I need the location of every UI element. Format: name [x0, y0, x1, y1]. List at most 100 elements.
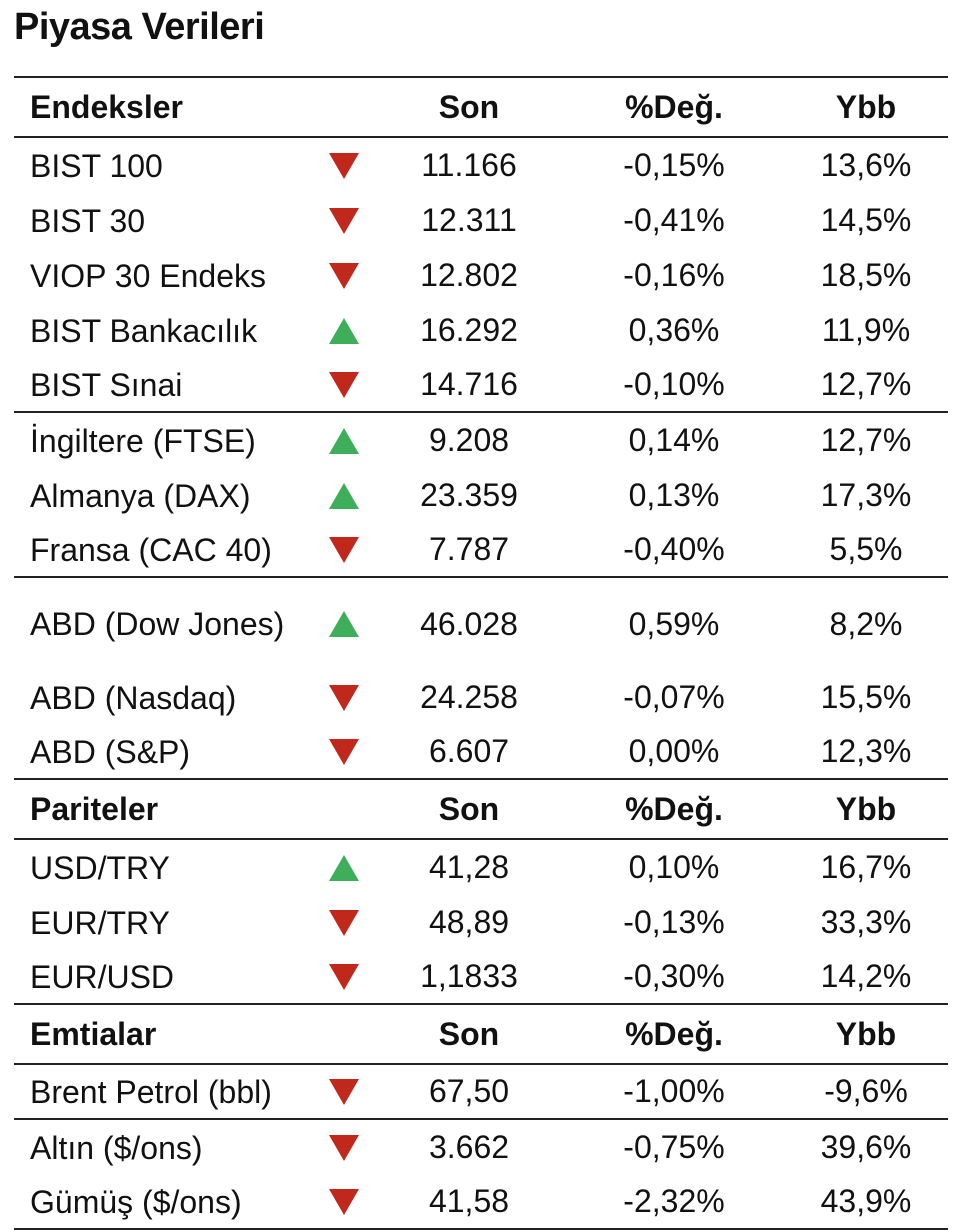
ytd-change: 16,7% — [820, 849, 912, 885]
ytd-change: 8,2% — [829, 605, 903, 642]
trend-indicator — [314, 963, 374, 990]
instrument-name: BIST Sınai — [30, 366, 183, 403]
instrument-name: EUR/USD — [30, 958, 175, 995]
section-title: Endeksler — [30, 89, 183, 125]
table-row: BIST 100 11.166 -0,15% 13,6% — [14, 138, 948, 193]
arrow-down-icon — [329, 536, 359, 563]
last-value: 12.802 — [420, 257, 518, 293]
last-value: 46.028 — [420, 605, 518, 642]
table-row: Almanya (DAX) 23.359 0,13% 17,3% — [14, 468, 948, 523]
percent-change: -0,07% — [623, 679, 725, 715]
table-row: VIOP 30 Endeks 12.802 -0,16% 18,5% — [14, 248, 948, 303]
trend-indicator — [314, 207, 374, 234]
instrument-name: İngiltere (FTSE) — [30, 422, 256, 459]
last-value: 14.716 — [420, 366, 518, 402]
last-value: 41,58 — [428, 1183, 510, 1219]
last-value: 3.662 — [428, 1129, 510, 1165]
table-row: Altın ($/ons) 3.662 -0,75% 39,6% — [14, 1120, 948, 1175]
column-header-change: %Değ. — [625, 1015, 723, 1052]
column-header-ytd: Ybb — [835, 1015, 897, 1052]
table-row: BIST 30 12.311 -0,41% 14,5% — [14, 193, 948, 248]
percent-change: 0,00% — [628, 733, 720, 769]
ytd-change: 39,6% — [820, 1129, 912, 1165]
section-header: Endeksler Son %Değ. Ybb — [14, 78, 948, 138]
instrument-name: BIST 30 — [30, 202, 146, 239]
ytd-change: 14,2% — [820, 958, 912, 994]
percent-change: -0,30% — [623, 958, 725, 994]
last-value: 1,1833 — [420, 958, 518, 994]
section-title: Emtialar — [30, 1016, 157, 1052]
last-value: 16.292 — [420, 312, 518, 348]
trend-indicator — [314, 482, 374, 509]
ytd-change: 33,3% — [820, 904, 912, 940]
ytd-change: 18,5% — [820, 257, 912, 293]
ytd-change: 14,5% — [820, 202, 912, 238]
instrument-name: Gümüş ($/ons) — [30, 1183, 242, 1220]
table-row: ABD (Nasdaq) 24.258 -0,07% 15,5% — [14, 670, 948, 725]
last-value: 12.311 — [421, 202, 517, 238]
last-value: 23.359 — [420, 477, 518, 513]
arrow-down-icon — [329, 1134, 359, 1161]
ytd-change: -9,6% — [824, 1073, 908, 1109]
arrow-down-icon — [329, 1078, 359, 1105]
ytd-change: 13,6% — [820, 147, 912, 183]
column-header-son: Son — [438, 790, 500, 827]
table-row: Gümüş ($/ons) 41,58 -2,32% 43,9% — [14, 1175, 948, 1230]
percent-change: -0,15% — [623, 147, 725, 183]
arrow-down-icon — [329, 152, 359, 179]
table-row: Fransa (CAC 40) 7.787 -0,40% 5,5% — [14, 523, 948, 578]
instrument-name: ABD (Nasdaq) — [30, 679, 237, 716]
arrow-down-icon — [329, 684, 359, 711]
ytd-change: 17,3% — [820, 477, 912, 513]
instrument-name: BIST Bankacılık — [30, 312, 258, 349]
ytd-change: 12,3% — [820, 733, 912, 769]
percent-change: -2,32% — [623, 1183, 725, 1219]
percent-change: 0,14% — [628, 422, 720, 458]
ytd-change: 12,7% — [820, 422, 912, 458]
instrument-name: ABD (S&P) — [30, 733, 191, 770]
arrow-down-icon — [329, 738, 359, 765]
arrow-up-icon — [329, 611, 359, 637]
arrow-up-icon — [329, 482, 359, 509]
percent-change: -1,00% — [623, 1073, 725, 1109]
column-header-son: Son — [438, 88, 500, 125]
table-row: EUR/USD 1,1833 -0,30% 14,2% — [14, 950, 948, 1005]
ytd-change: 15,5% — [820, 679, 912, 715]
table-row: ABD (Dow Jones) 46.028 0,59% 8,2% — [14, 578, 948, 670]
arrow-down-icon — [329, 963, 359, 990]
trend-indicator — [314, 262, 374, 289]
last-value: 48,89 — [428, 904, 510, 940]
trend-indicator — [314, 1188, 374, 1215]
trend-indicator — [314, 738, 374, 765]
percent-change: 0,10% — [628, 849, 720, 885]
table-row: ABD (S&P) 6.607 0,00% 12,3% — [14, 725, 948, 780]
arrow-down-icon — [329, 262, 359, 289]
trend-indicator — [314, 909, 374, 936]
table-row: EUR/TRY 48,89 -0,13% 33,3% — [14, 895, 948, 950]
arrow-up-icon — [329, 854, 359, 881]
percent-change: 0,59% — [628, 605, 720, 642]
percent-change: -0,10% — [623, 366, 725, 402]
arrow-down-icon — [329, 1188, 359, 1215]
percent-change: -0,41% — [623, 202, 725, 238]
table-row: BIST Bankacılık 16.292 0,36% 11,9% — [14, 303, 948, 358]
last-value: 41,28 — [428, 849, 510, 885]
table-row: Brent Petrol (bbl) 67,50 -1,00% -9,6% — [14, 1065, 948, 1120]
trend-indicator — [314, 611, 374, 637]
arrow-down-icon — [329, 371, 359, 398]
section-header: Pariteler Son %Değ. Ybb — [14, 780, 948, 840]
trend-indicator — [314, 427, 374, 454]
arrow-up-icon — [329, 317, 359, 344]
column-header-son: Son — [438, 1015, 500, 1052]
trend-indicator — [314, 152, 374, 179]
trend-indicator — [314, 1134, 374, 1161]
page-title: Piyasa Verileri — [14, 6, 265, 48]
trend-indicator — [314, 1078, 374, 1105]
arrow-down-icon — [329, 909, 359, 936]
last-value: 67,50 — [428, 1073, 510, 1109]
ytd-change: 43,9% — [820, 1183, 912, 1219]
instrument-name: Almanya (DAX) — [30, 477, 251, 514]
ytd-change: 5,5% — [829, 531, 903, 567]
percent-change: -0,40% — [623, 531, 725, 567]
ytd-change: 11,9% — [821, 312, 911, 348]
